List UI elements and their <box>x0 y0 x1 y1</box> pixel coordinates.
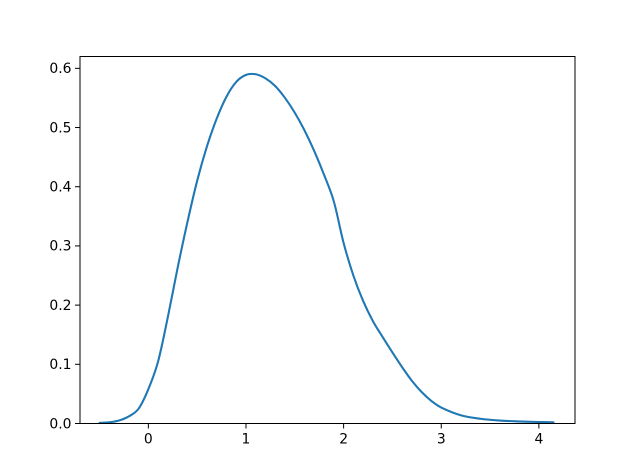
y-tick-label: 0.0 <box>49 416 71 432</box>
y-tick-label: 0.4 <box>49 180 71 196</box>
x-tick-label: 3 <box>437 432 446 448</box>
series-layer <box>98 72 555 424</box>
y-tick-label: 0.6 <box>49 61 71 77</box>
axes-spine-box <box>79 56 576 424</box>
x-tick-label: 4 <box>534 432 543 448</box>
x-tick-label: 1 <box>242 432 251 448</box>
axes-tick-labels: 0 1 2 3 4 0.0 0.1 0.2 0.3 0.4 0.5 0.6 <box>49 61 543 447</box>
y-tick-label: 0.5 <box>49 120 71 136</box>
axes-ticks <box>75 67 540 429</box>
density-curve <box>98 72 555 424</box>
y-tick-label: 0.1 <box>49 357 71 373</box>
x-tick-label: 0 <box>144 432 153 448</box>
x-tick-label: 2 <box>339 432 348 448</box>
axes-spines <box>79 56 576 424</box>
y-tick-label: 0.3 <box>49 239 71 255</box>
y-tick-label: 0.2 <box>49 298 71 314</box>
